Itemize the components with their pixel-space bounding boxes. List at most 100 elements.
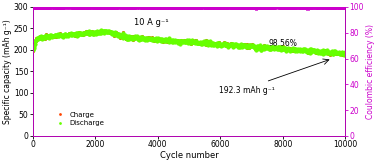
Point	[301, 6, 307, 9]
Point	[334, 52, 340, 54]
Point	[86, 30, 92, 33]
Point	[237, 6, 243, 9]
Point	[342, 52, 348, 55]
Point	[328, 51, 334, 53]
Point	[98, 29, 104, 32]
Point	[241, 44, 247, 46]
Point	[299, 50, 305, 52]
Point	[233, 43, 239, 46]
Point	[272, 7, 278, 9]
Point	[297, 6, 303, 9]
Point	[192, 40, 198, 43]
Point	[200, 6, 206, 8]
Point	[217, 43, 223, 46]
Point	[144, 38, 150, 41]
Point	[37, 37, 43, 40]
Point	[198, 6, 204, 9]
Point	[278, 6, 284, 8]
Point	[271, 48, 277, 51]
Point	[233, 44, 239, 46]
Point	[236, 6, 242, 8]
Point	[50, 6, 56, 8]
Point	[167, 40, 173, 43]
Point	[64, 33, 70, 36]
Point	[249, 6, 255, 8]
Point	[152, 6, 158, 9]
Point	[234, 6, 240, 9]
Point	[194, 39, 200, 42]
Point	[155, 6, 161, 8]
Point	[128, 6, 134, 8]
Point	[324, 6, 330, 8]
Point	[266, 48, 273, 50]
Point	[285, 48, 291, 50]
Point	[289, 48, 295, 51]
Point	[283, 48, 289, 50]
Point	[136, 38, 143, 40]
Point	[225, 44, 231, 46]
Point	[170, 41, 176, 43]
Point	[136, 39, 142, 41]
Point	[265, 6, 271, 8]
Point	[316, 50, 322, 53]
Point	[159, 39, 165, 42]
Point	[214, 42, 220, 44]
Point	[289, 47, 295, 50]
Point	[169, 40, 175, 43]
Point	[180, 40, 186, 42]
Point	[216, 6, 222, 9]
Point	[179, 40, 185, 43]
Point	[313, 6, 319, 9]
Point	[332, 6, 338, 8]
Point	[33, 39, 39, 42]
Point	[68, 6, 74, 8]
Point	[324, 51, 330, 53]
Point	[174, 39, 180, 41]
Point	[101, 7, 107, 9]
Point	[285, 6, 291, 9]
Point	[153, 6, 160, 8]
Point	[85, 5, 91, 8]
Point	[93, 33, 99, 35]
Point	[155, 40, 161, 43]
Point	[82, 32, 88, 35]
Point	[153, 37, 159, 40]
Point	[196, 6, 202, 9]
Point	[140, 6, 146, 8]
Point	[188, 6, 194, 9]
Point	[79, 32, 85, 35]
Point	[40, 36, 46, 38]
Point	[104, 31, 110, 34]
Point	[65, 6, 71, 9]
Point	[191, 41, 197, 43]
Point	[306, 49, 312, 52]
Point	[279, 48, 285, 50]
Point	[37, 35, 43, 38]
Point	[187, 40, 194, 43]
Point	[136, 5, 143, 8]
Point	[239, 44, 245, 46]
Point	[209, 6, 215, 8]
Point	[38, 35, 44, 38]
Point	[341, 53, 347, 56]
Point	[281, 47, 287, 50]
Point	[96, 31, 102, 34]
Point	[189, 40, 195, 42]
Point	[151, 37, 157, 40]
Point	[249, 44, 255, 47]
Point	[339, 6, 345, 9]
Point	[171, 40, 177, 43]
Point	[232, 44, 238, 46]
Point	[177, 41, 183, 44]
Point	[226, 6, 232, 8]
Point	[126, 6, 132, 9]
Point	[153, 7, 159, 9]
Point	[156, 5, 163, 8]
Point	[264, 6, 270, 9]
Point	[281, 48, 287, 50]
Point	[201, 42, 208, 45]
Point	[230, 43, 236, 45]
Point	[200, 41, 206, 44]
Point	[112, 6, 118, 9]
Point	[285, 6, 291, 9]
